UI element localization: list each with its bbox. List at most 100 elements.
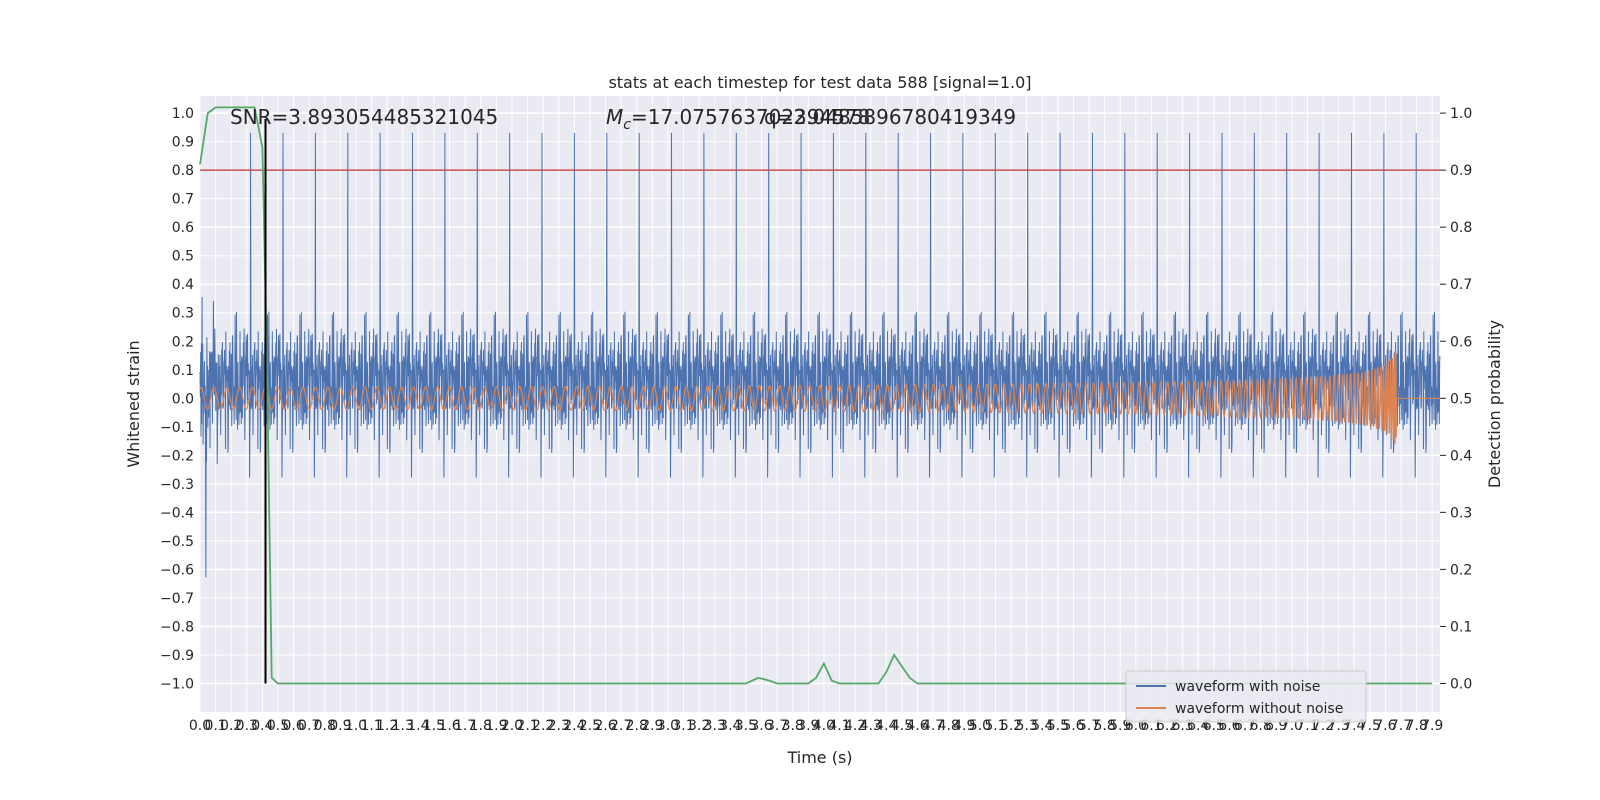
x-tick-label: 5.1	[984, 718, 1006, 734]
x-tick-label: 5.2	[1000, 718, 1022, 734]
x-tick-label: 5.0	[969, 718, 991, 734]
x-tick-label: 0.9	[329, 718, 351, 734]
x-tick-label: 5.6	[1062, 718, 1084, 734]
series-clean-waveform	[199, 350, 1440, 444]
x-tick-label: 3.9	[797, 718, 819, 734]
x-tick-label: 1.8	[470, 718, 492, 734]
x-tick-label: 3.7	[766, 718, 788, 734]
x-tick-label: 2.1	[516, 718, 538, 734]
x-tick-label: 7.8	[1405, 718, 1427, 734]
y-right-tick-label: 0.0	[1450, 676, 1472, 692]
y-left-tick-label: −0.3	[160, 477, 194, 493]
x-tick-label: 0.6	[282, 718, 304, 734]
x-tick-label: 0.0	[189, 718, 211, 734]
chirp-mass-symbol: M	[606, 105, 623, 129]
x-tick-label: 0.4	[251, 718, 273, 734]
chirp-mass-subscript: c	[623, 117, 631, 133]
legend-label-noisy: waveform with noise	[1175, 679, 1320, 695]
legend-box	[1125, 670, 1367, 723]
x-tick-label: 0.2	[220, 718, 242, 734]
x-tick-label: 4.5	[891, 718, 913, 734]
x-tick-label: 2.3	[548, 718, 570, 734]
x-axis-label: Time (s)	[786, 748, 852, 767]
y-left-tick-label: 0.4	[172, 277, 194, 293]
y-left-tick-label: −1.0	[160, 676, 194, 692]
x-tick-label: 4.3	[860, 718, 882, 734]
x-tick-label: 5.9	[1109, 718, 1131, 734]
x-tick-label: 1.0	[345, 718, 367, 734]
x-tick-label: 2.7	[610, 718, 632, 734]
x-tick-label: 7.7	[1390, 718, 1412, 734]
y-right-tick-label: 0.5	[1450, 391, 1472, 407]
y-right-tick-label: 0.2	[1450, 562, 1472, 578]
snr-annotation: SNR=3.893054485321045	[230, 105, 498, 129]
x-tick-label: 2.9	[641, 718, 663, 734]
x-tick-label: 1.7	[454, 718, 476, 734]
x-tick-label: 2.6	[594, 718, 616, 734]
x-tick-label: 3.8	[782, 718, 804, 734]
x-tick-label: 3.2	[688, 718, 710, 734]
x-tick-label: 2.5	[579, 718, 601, 734]
y-left-tick-label: 0.1	[172, 363, 194, 379]
x-tick-label: 2.0	[501, 718, 523, 734]
y-right-tick-label: 1.0	[1450, 106, 1472, 122]
x-tick-label: 4.1	[828, 718, 850, 734]
x-tick-label: 4.2	[844, 718, 866, 734]
y-left-tick-label: −0.5	[160, 534, 194, 550]
y-right-tick-label: 0.9	[1450, 163, 1472, 179]
y-right-tick-label: 0.6	[1450, 334, 1472, 350]
x-tick-label: 2.4	[563, 718, 585, 734]
y-left-tick-label: −0.8	[160, 619, 194, 635]
x-tick-label: 4.4	[875, 718, 897, 734]
x-tick-label: 1.1	[360, 718, 382, 734]
chart-title: stats at each timestep for test data 588…	[608, 73, 1031, 92]
x-tick-label: 3.3	[704, 718, 726, 734]
x-tick-label: 0.1	[204, 718, 226, 734]
y-right-tick-label: 0.7	[1450, 277, 1472, 293]
x-tick-label: 2.8	[626, 718, 648, 734]
y-right-tick-label: 0.8	[1450, 220, 1472, 236]
y-left-tick-label: −0.9	[160, 648, 194, 664]
x-tick-label: 5.8	[1094, 718, 1116, 734]
x-tick-label: 1.5	[423, 718, 445, 734]
chirp-mass-annotation: Mc=17.075763702394578	[606, 105, 870, 133]
y-right-ticks: 1.0 0.9 0.8 0.7 0.6 0.5 0.4 0.3 0.2 0.1 0.0	[1440, 106, 1472, 692]
x-tick-label: 4.6	[906, 718, 928, 734]
x-tick-label: 0.5	[267, 718, 289, 734]
y-right-tick-label: 0.4	[1450, 448, 1472, 464]
x-tick-label: 0.3	[236, 718, 258, 734]
y-left-tick-label: −0.7	[160, 591, 194, 607]
y-left-tick-label: 0.2	[172, 334, 194, 350]
y-left-tick-label: 0.7	[172, 192, 194, 208]
y-right-tick-label: 0.1	[1450, 619, 1472, 635]
y-left-tick-label: 0.6	[172, 220, 194, 236]
x-tick-label: 2.2	[532, 718, 554, 734]
x-tick-label: 3.1	[672, 718, 694, 734]
x-tick-label: 3.5	[735, 718, 757, 734]
y-left-tick-label: 0.8	[172, 163, 194, 179]
y-left-tick-label: 0.0	[172, 391, 194, 407]
x-tick-label: 0.7	[298, 718, 320, 734]
y-left-tick-label: −0.4	[160, 505, 194, 521]
x-tick-label: 1.4	[407, 718, 429, 734]
x-tick-label: 1.6	[438, 718, 460, 734]
y-axis-label-left: Whitened strain	[124, 340, 143, 467]
y-left-tick-label: 1.0	[172, 106, 194, 122]
x-tick-label: 5.7	[1078, 718, 1100, 734]
x-tick-label: 5.5	[1047, 718, 1069, 734]
x-tick-label: 0.8	[314, 718, 336, 734]
x-ticks: 0.00.10.20.30.40.50.60.70.80.91.01.11.21…	[189, 718, 1443, 734]
x-tick-label: 3.0	[657, 718, 679, 734]
x-tick-label: 4.7	[922, 718, 944, 734]
y-axis-label-right: Detection probability	[1485, 320, 1504, 488]
mass-ratio-annotation: q=2.0485896780419349	[764, 105, 1016, 129]
y-left-tick-label: −0.1	[160, 420, 194, 436]
y-left-tick-label: 0.9	[172, 135, 194, 151]
y-left-tick-label: −0.2	[160, 448, 194, 464]
y-right-tick-label: 0.3	[1450, 505, 1472, 521]
x-tick-label: 4.0	[813, 718, 835, 734]
legend-label-clean: waveform without noise	[1175, 701, 1343, 717]
plot-clip-group	[199, 106, 1441, 685]
x-tick-label: 3.6	[750, 718, 772, 734]
